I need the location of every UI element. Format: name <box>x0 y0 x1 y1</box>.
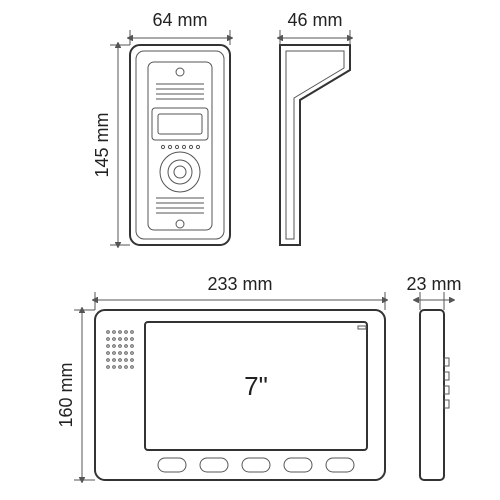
dim-monitor-width: 233 mm <box>95 274 385 310</box>
outdoor-unit-front <box>130 45 230 245</box>
monitor-buttons <box>158 458 354 472</box>
speaker-grid <box>107 331 134 369</box>
dim-outdoor-depth: 46 mm <box>280 10 350 45</box>
dim-outdoor-height: 145 mm <box>92 45 130 245</box>
monitor-front: 7" <box>95 310 385 480</box>
dim-outdoor-width: 64 mm <box>130 10 230 45</box>
monitor-height-label: 160 mm <box>56 362 76 427</box>
outdoor-unit-side <box>280 45 350 245</box>
dimension-drawing: 64 mm 145 mm 46 mm 7" <box>0 0 500 500</box>
screen-size-label: 7" <box>244 371 268 401</box>
dim-monitor-depth: 23 mm <box>406 274 461 310</box>
monitor-side <box>420 310 449 480</box>
outdoor-height-label: 145 mm <box>92 112 112 177</box>
dim-monitor-height: 160 mm <box>56 310 95 480</box>
monitor-width-label: 233 mm <box>207 274 272 294</box>
monitor-depth-label: 23 mm <box>406 274 461 294</box>
outdoor-depth-label: 46 mm <box>287 10 342 30</box>
outdoor-width-label: 64 mm <box>152 10 207 30</box>
